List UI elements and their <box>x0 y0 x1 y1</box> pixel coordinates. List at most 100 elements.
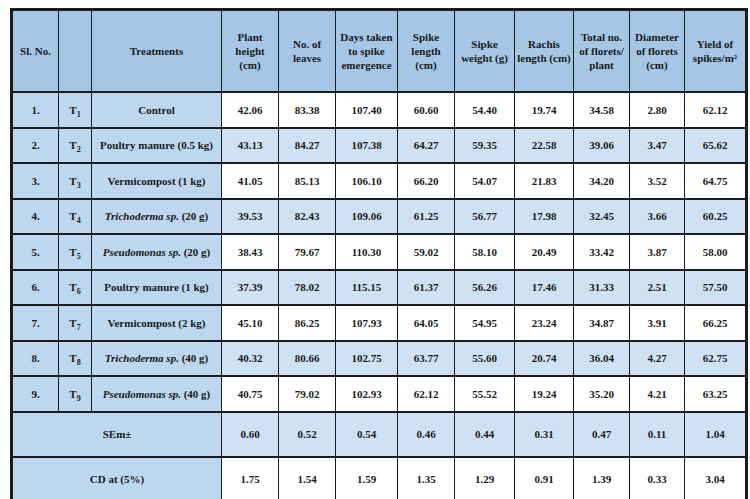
treatment-name-cell: Control <box>92 92 222 128</box>
value-cell: 17.98 <box>515 199 574 235</box>
value-cell: 4.27 <box>630 341 685 377</box>
stat-value-cell: 1.29 <box>455 457 515 499</box>
value-cell: 2.51 <box>630 270 685 306</box>
value-cell: 54.40 <box>455 92 515 128</box>
stat-label-cell: CD at (5%) <box>12 457 222 499</box>
table-row: 3.T3Vermicompost (1 kg)41.0585.13106.106… <box>12 163 747 199</box>
value-cell: 64.27 <box>398 128 455 164</box>
value-cell: 78.02 <box>279 270 336 306</box>
stat-value-cell: 1.39 <box>574 457 630 499</box>
stat-value-cell: 0.11 <box>630 412 685 457</box>
table-row: 9.T9Pseudomonas sp. (40 g)40.7579.02102.… <box>12 376 747 412</box>
value-cell: 34.20 <box>574 163 630 199</box>
value-cell: 3.91 <box>630 305 685 341</box>
treatment-name-cell: Poultry manure (0.5 kg) <box>92 128 222 164</box>
value-cell: 60.60 <box>398 92 455 128</box>
value-cell: 86.25 <box>279 305 336 341</box>
stat-value-cell: 1.75 <box>222 457 279 499</box>
value-cell: 34.87 <box>574 305 630 341</box>
value-cell: 82.43 <box>279 199 336 235</box>
header-plant-height: Plant height (cm) <box>222 10 279 93</box>
value-cell: 55.52 <box>455 376 515 412</box>
treatment-code-cell: T4 <box>59 199 92 235</box>
value-cell: 62.12 <box>398 376 455 412</box>
treatment-code-subscript: 6 <box>77 287 81 296</box>
stat-value-cell: 0.91 <box>515 457 574 499</box>
stat-value-cell: 0.44 <box>455 412 515 457</box>
stat-value-cell: 0.60 <box>222 412 279 457</box>
species-name: Trichoderma sp. <box>105 352 179 364</box>
value-cell: 3.66 <box>630 199 685 235</box>
table-row: 1.T1Control42.0683.38107.4060.6054.4019.… <box>12 92 747 128</box>
value-cell: 19.24 <box>515 376 574 412</box>
value-cell: 62.12 <box>685 92 747 128</box>
header-treatment-code <box>59 10 92 93</box>
sl-no-cell: 5. <box>12 234 59 270</box>
value-cell: 83.38 <box>279 92 336 128</box>
header-no-of-leaves: No. of leaves <box>279 10 336 93</box>
value-cell: 34.58 <box>574 92 630 128</box>
sl-no-cell: 1. <box>12 92 59 128</box>
table-footer: SEm±0.600.520.540.460.440.310.470.111.04… <box>12 412 747 499</box>
treatment-code-subscript: 2 <box>77 145 81 154</box>
value-cell: 109.06 <box>336 199 398 235</box>
value-cell: 115.15 <box>336 270 398 306</box>
treatment-name-cell: Trichoderma sp. (40 g) <box>92 341 222 377</box>
value-cell: 36.04 <box>574 341 630 377</box>
value-cell: 54.07 <box>455 163 515 199</box>
stat-value-cell: 0.52 <box>279 412 336 457</box>
stat-value-cell: 1.54 <box>279 457 336 499</box>
value-cell: 41.05 <box>222 163 279 199</box>
value-cell: 20.49 <box>515 234 574 270</box>
treatment-name-cell: Vermicompost (2 kg) <box>92 305 222 341</box>
treatment-code-cell: T6 <box>59 270 92 306</box>
stat-value-cell: 1.59 <box>336 457 398 499</box>
treatment-code-cell: T5 <box>59 234 92 270</box>
value-cell: 3.52 <box>630 163 685 199</box>
stat-value-cell: 0.31 <box>515 412 574 457</box>
header-spike-weight: Sipke weight (g) <box>455 10 515 93</box>
treatment-code-cell: T3 <box>59 163 92 199</box>
sl-no-cell: 6. <box>12 270 59 306</box>
treatment-code-subscript: 9 <box>77 394 81 403</box>
value-cell: 63.25 <box>685 376 747 412</box>
value-cell: 64.05 <box>398 305 455 341</box>
treatment-code-cell: T2 <box>59 128 92 164</box>
treatment-code-subscript: 8 <box>77 358 81 367</box>
stat-value-cell: 0.33 <box>630 457 685 499</box>
header-treatments: Treatments <box>92 10 222 93</box>
value-cell: 22.58 <box>515 128 574 164</box>
stat-label-cell: SEm± <box>12 412 222 457</box>
treatment-code-subscript: 1 <box>77 110 81 119</box>
value-cell: 4.21 <box>630 376 685 412</box>
table-row: 6.T6Poultry manure (1 kg)37.3978.02115.1… <box>12 270 747 306</box>
value-cell: 66.25 <box>685 305 747 341</box>
value-cell: 37.39 <box>222 270 279 306</box>
value-cell: 54.95 <box>455 305 515 341</box>
value-cell: 57.50 <box>685 270 747 306</box>
stat-value-cell: 1.04 <box>685 412 747 457</box>
value-cell: 107.93 <box>336 305 398 341</box>
value-cell: 17.46 <box>515 270 574 306</box>
value-cell: 60.25 <box>685 199 747 235</box>
value-cell: 58.00 <box>685 234 747 270</box>
value-cell: 3.47 <box>630 128 685 164</box>
value-cell: 40.75 <box>222 376 279 412</box>
species-name: Pseudomonas sp. <box>103 246 181 258</box>
sl-no-cell: 2. <box>12 128 59 164</box>
value-cell: 31.33 <box>574 270 630 306</box>
header-row: Sl. No. Treatments Plant height (cm) No.… <box>12 10 747 93</box>
treatments-table: Sl. No. Treatments Plant height (cm) No.… <box>10 8 748 499</box>
value-cell: 84.27 <box>279 128 336 164</box>
header-total-florets-per-plant: Total no. of florets/ plant <box>574 10 630 93</box>
value-cell: 32.45 <box>574 199 630 235</box>
sl-no-cell: 4. <box>12 199 59 235</box>
value-cell: 59.35 <box>455 128 515 164</box>
sl-no-cell: 8. <box>12 341 59 377</box>
value-cell: 38.43 <box>222 234 279 270</box>
value-cell: 23.24 <box>515 305 574 341</box>
value-cell: 56.26 <box>455 270 515 306</box>
treatment-code-cell: T8 <box>59 341 92 377</box>
treatment-code-subscript: 5 <box>77 252 81 261</box>
value-cell: 39.06 <box>574 128 630 164</box>
